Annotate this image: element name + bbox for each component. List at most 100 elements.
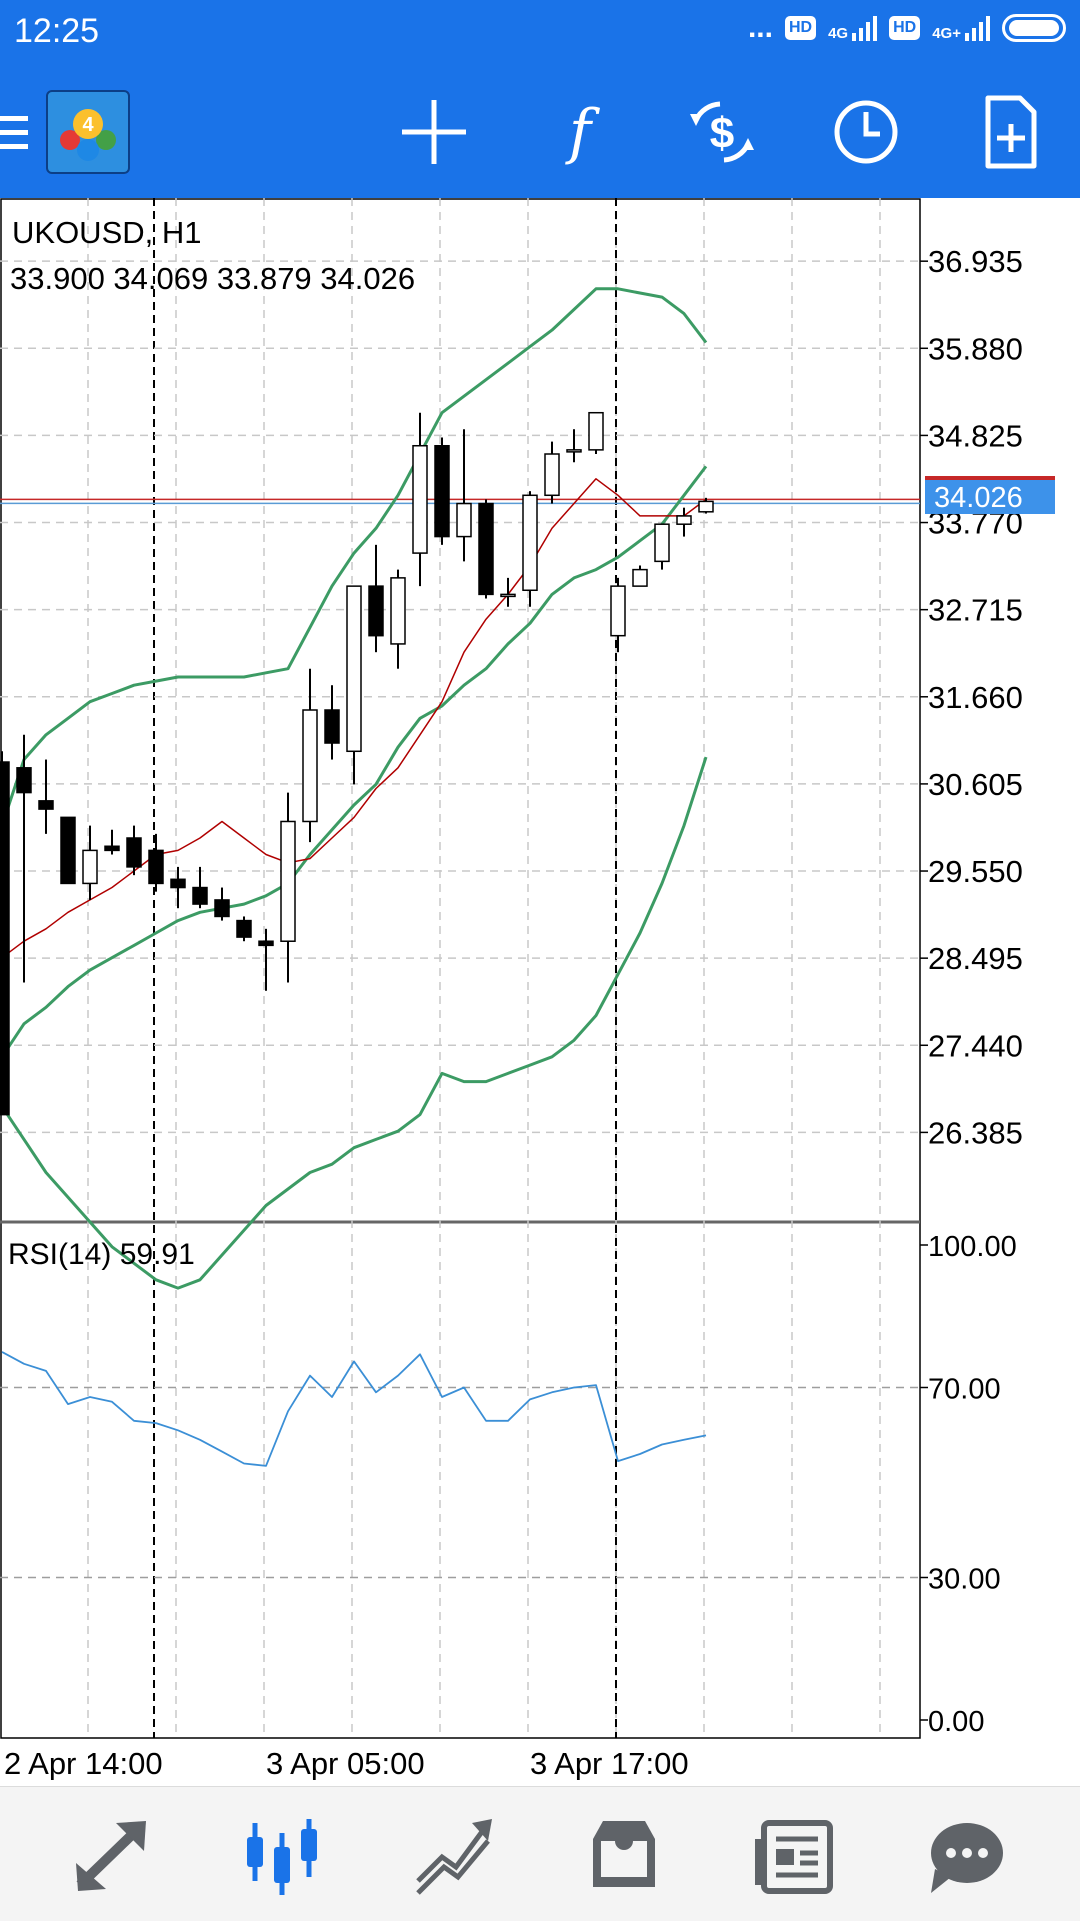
chat-bubble-icon[interactable] (921, 1811, 1011, 1901)
candle-body (456, 502, 472, 538)
svg-text:$: $ (710, 109, 734, 158)
candle-body (280, 820, 296, 942)
candle (632, 565, 648, 587)
indicators-f-icon[interactable]: f (536, 90, 620, 174)
axes: 36.93535.88034.82533.77032.71531.66030.6… (4, 244, 1023, 1781)
rsi-tick-label: 100.00 (928, 1231, 1017, 1263)
candle (456, 429, 472, 562)
candle (478, 499, 494, 599)
candle (236, 916, 252, 942)
status-bar: 12:25 ... HD 4G HD 4G+ (0, 0, 1080, 66)
candle (610, 577, 626, 653)
candle-body (544, 453, 560, 497)
candle-body (654, 523, 670, 563)
candle (258, 928, 274, 991)
candle (588, 411, 604, 454)
news-icon[interactable] (750, 1811, 840, 1901)
candle-body (588, 411, 604, 451)
candle (698, 497, 714, 514)
hd-badge-sim1: HD (784, 16, 817, 40)
candle (324, 685, 340, 760)
time-tick-label: 3 Apr 17:00 (530, 1746, 689, 1780)
price-tag-background (925, 480, 1055, 514)
candle-body (522, 494, 538, 592)
candle (390, 569, 406, 669)
candle-body (0, 761, 10, 1116)
trade-dollar-icon[interactable]: $ (680, 90, 764, 174)
trade-chart-icon[interactable] (408, 1811, 498, 1901)
symbol-label: UKOUSD, H1 (12, 215, 201, 250)
network-type-sim2: 4G+ (932, 25, 961, 42)
status-time: 12:25 (14, 12, 100, 50)
candle (126, 825, 142, 876)
new-order-document-icon[interactable] (968, 90, 1052, 174)
moving-average-line (1, 478, 707, 959)
candle-body (104, 845, 120, 852)
candle-body (500, 593, 516, 598)
timeframe-clock-icon[interactable] (824, 90, 908, 174)
candle-body (148, 849, 164, 885)
rsi-tick-label: 30.00 (928, 1564, 1001, 1596)
candle-body (82, 849, 98, 885)
candle-body (324, 709, 340, 744)
status-icons: ... HD 4G HD 4G+ (748, 13, 1066, 43)
signal-bars-icon (965, 16, 990, 41)
candle (60, 816, 76, 885)
signal-sim1-icon: 4G (828, 15, 878, 41)
candle-body (214, 899, 230, 918)
candle-body (390, 577, 406, 645)
candle (104, 829, 120, 855)
time-tick-label: 3 Apr 05:00 (266, 1746, 425, 1780)
price-tick-label: 26.385 (928, 1115, 1023, 1150)
metatrader4-logo-icon[interactable]: 4 (46, 90, 130, 174)
rsi-axis: 100.00 70.00 30.00 0.00 (920, 1231, 1017, 1738)
rsi-tick-label: 0.00 (928, 1706, 984, 1738)
chart-area[interactable]: 36.935 35.880 34.825 33.770 32.715 31.660 30.6… (0, 198, 1080, 1781)
time-tick-label: 2 Apr 14:00 (4, 1746, 163, 1780)
chart-candles-icon[interactable] (237, 1811, 327, 1901)
price-chart[interactable] (0, 287, 714, 1290)
chart-canvas[interactable]: 36.93535.88034.82533.77032.71531.66030.6… (0, 198, 1080, 1781)
candle-body (38, 800, 54, 810)
candle (346, 585, 362, 785)
candle-body (258, 940, 274, 947)
candle (544, 441, 560, 504)
battery-icon (1002, 14, 1066, 42)
candle-body (368, 585, 384, 637)
candle-body (676, 515, 692, 525)
candle-body (192, 886, 208, 905)
candle-body (302, 709, 318, 823)
hamburger-menu-icon[interactable] (0, 114, 30, 152)
candle (412, 412, 428, 587)
candle (434, 437, 450, 545)
candle-body (126, 837, 142, 868)
rsi-indicator[interactable] (1, 1351, 707, 1467)
chart-frame (0, 198, 921, 1739)
candle (368, 544, 384, 653)
candle (500, 577, 516, 607)
price-tick-label: 29.550 (928, 854, 1023, 889)
candle (302, 668, 318, 843)
candle-body (632, 568, 648, 587)
rsi-tick-label: 70.00 (928, 1374, 1001, 1406)
price-tick-label: 28.495 (928, 941, 1023, 976)
quotes-arrows-icon[interactable] (66, 1811, 156, 1901)
candle (192, 866, 208, 909)
svg-text:f: f (565, 97, 601, 167)
candle-body (170, 878, 186, 889)
candle-body (16, 767, 32, 794)
candle-body (60, 816, 76, 885)
price-axis: 36.93535.88034.82533.77032.71531.66030.6… (920, 244, 1023, 1150)
rsi-line (1, 1351, 707, 1467)
candle (280, 792, 296, 983)
candle-body (698, 500, 714, 513)
candle (148, 833, 164, 892)
signal-sim2-icon: 4G+ (932, 15, 990, 41)
crosshair-icon[interactable] (392, 90, 476, 174)
price-tick-label: 27.440 (928, 1028, 1023, 1063)
candle (38, 759, 54, 834)
hd-badge-sim2: HD (889, 16, 921, 40)
history-inbox-icon[interactable] (579, 1811, 669, 1901)
candle (170, 866, 186, 909)
toolbar: 4 f $ (0, 66, 1080, 198)
